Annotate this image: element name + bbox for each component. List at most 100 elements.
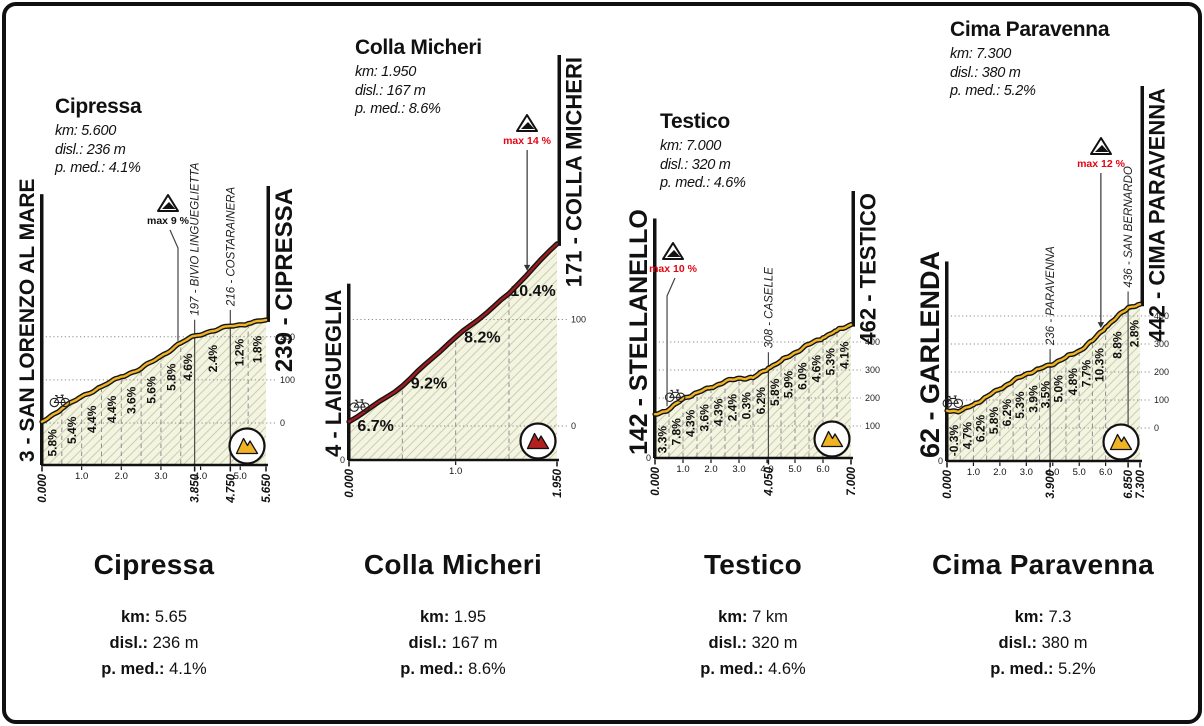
chart-title: Cipressa xyxy=(55,95,142,118)
mountain-circle-icon xyxy=(519,422,557,460)
climb-profile-testico: 100 200 300 400 308 - CASELLE 1.0 2.0 3.0 4.0 5.0… xyxy=(625,191,881,497)
marker-label: 436 - SAN BERNARDO xyxy=(1123,166,1135,287)
origin-zero-label: 0 xyxy=(938,456,943,466)
gradient-label: 6.2% xyxy=(974,414,988,442)
start-label: 4 - LAIGUEGLIA xyxy=(321,289,346,457)
x-tick-label: 1.0 xyxy=(449,466,462,477)
x-boundary-label: 0.000 xyxy=(37,473,49,502)
chart-title: Colla Micheri xyxy=(355,36,482,59)
summary-pmed-row: p. med.: 8.6% xyxy=(400,660,506,678)
chart-km-line: km: 5.600 xyxy=(55,123,116,139)
gradient-label: 2.4% xyxy=(206,345,220,373)
y-tick-label: 0 xyxy=(280,418,285,428)
chart-header-cipressa: Cipressa km: 5.600 disl.: 236 m p. med.:… xyxy=(55,95,142,178)
chart-title: Cima Paravenna xyxy=(950,18,1110,41)
gradient-label: 4.4% xyxy=(105,395,119,423)
summit-bar xyxy=(1140,86,1144,307)
x-boundary-label: 4.750 xyxy=(225,473,237,503)
x-tick-label: 3.0 xyxy=(732,464,745,475)
chart-pmed-line: p. med.: 8.6% xyxy=(355,101,441,117)
gradient-label: 4.1% xyxy=(838,341,852,369)
x-boundary-label: 0.000 xyxy=(344,468,356,497)
climb-summary-colla-micheri: Colla Micheri km: 1.95 disl.: 167 m p. m… xyxy=(323,549,583,682)
x-tick-label: 2.0 xyxy=(115,471,128,482)
x-boundary-label: 0.000 xyxy=(650,466,662,495)
summit-bar xyxy=(851,191,855,327)
origin-zero-label: 0 xyxy=(340,455,345,465)
x-tick-label: 4.0 xyxy=(1046,467,1059,478)
gradient-label: 3.9% xyxy=(1026,385,1040,413)
start-bar xyxy=(40,194,44,465)
x-tick-label: 3.0 xyxy=(154,471,167,482)
climb-summary-testico: Testico km: 7 km disl.: 320 m p. med.: 4… xyxy=(623,549,883,682)
chart-header-testico: Testico km: 7.000 disl.: 320 m p. med.: … xyxy=(660,110,746,193)
summary-disl-row: disl.: 236 m xyxy=(109,634,199,652)
origin-zero-label: 0 xyxy=(646,453,651,463)
chart-km-line: km: 7.300 xyxy=(950,46,1011,62)
bicycle-icon xyxy=(664,389,686,403)
summit-label: 462 - TESTICO xyxy=(856,193,881,345)
gradient-label: 2.8% xyxy=(1128,320,1142,348)
summary-title: Cima Paravenna xyxy=(931,549,1155,580)
gradient-label: 5.6% xyxy=(145,376,159,404)
marker-label: 197 - BIVIO LINGUEGLIETTA xyxy=(190,162,202,315)
gradient-label: 4.3% xyxy=(712,398,726,426)
gradient-label: 5.8% xyxy=(768,378,782,406)
summit-label: 442 - CIMA PARAVENNA xyxy=(1145,88,1170,342)
max-gradient-marker: max 14 % xyxy=(503,114,552,271)
peak-triangle-icon xyxy=(516,114,538,132)
mountain-circle-icon xyxy=(228,427,266,465)
summary-km-row: km: 1.95 xyxy=(419,608,487,626)
y-tick-label: 300 xyxy=(865,365,880,375)
gradient-label: 4.7% xyxy=(960,422,974,450)
peak-triangle-icon xyxy=(662,242,684,260)
gradient-label: 6.7% xyxy=(357,418,393,435)
x-tick-label: 5.0 xyxy=(1073,467,1086,478)
gradient-label: 4.6% xyxy=(810,355,824,383)
climb-profile-cipressa: 0 100 200 197 - BIVIO LINGUEGLIETTA 216 - CO… xyxy=(16,162,298,504)
gradient-label: 10.4% xyxy=(510,283,555,300)
start-label: 142 - STELLANELLO xyxy=(625,209,653,455)
gradient-label: 10.3% xyxy=(1093,348,1107,382)
profile-line xyxy=(653,323,853,416)
y-tick-label: 200 xyxy=(1154,367,1169,377)
x-boundary-label: 0.000 xyxy=(942,469,954,498)
gradient-label: 5.4% xyxy=(65,416,79,444)
x-tick-label: 6.0 xyxy=(1099,467,1112,478)
start-label: 3 - SAN LORENZO AL MARE xyxy=(16,178,39,462)
gradient-label: 4.8% xyxy=(1066,368,1080,396)
chart-pmed-line: p. med.: 5.2% xyxy=(950,83,1036,99)
y-tick-label: 100 xyxy=(280,375,295,385)
x-tick-label: 1.0 xyxy=(967,467,980,478)
chart-disl-line: disl.: 380 m xyxy=(950,64,1021,81)
marker-label: 308 - CASELLE xyxy=(763,267,775,349)
y-tick-label: 0 xyxy=(1154,423,1159,433)
x-tick-label: 6.0 xyxy=(816,464,829,475)
peak-triangle-icon xyxy=(1090,137,1112,155)
gradient-label: 5.8% xyxy=(987,407,1001,435)
x-boundary-label: 3.850 xyxy=(190,473,202,502)
summary-pmed-row: p. med.: 4.6% xyxy=(700,660,806,678)
summary-pmed-row: p. med.: 4.1% xyxy=(101,660,207,678)
summary-km-row: km: 7.3 xyxy=(1014,608,1072,626)
summary-disl-row: disl.: 320 m xyxy=(708,634,798,652)
gradient-label: 3.5% xyxy=(1038,381,1052,409)
y-tick-label: 400 xyxy=(1154,311,1169,321)
x-tick-label: 5.0 xyxy=(234,471,247,482)
bicycle-icon xyxy=(349,399,370,412)
profile-line xyxy=(347,242,559,423)
chart-disl-line: disl.: 167 m xyxy=(355,82,426,99)
max-gradient-marker: max 12 % xyxy=(1077,137,1126,329)
chart-title: Testico xyxy=(660,110,730,133)
y-tick-label: 200 xyxy=(280,332,295,342)
start-bar xyxy=(347,283,351,460)
x-tick-label: 4.0 xyxy=(194,471,207,482)
x-tick-label: 1.0 xyxy=(75,471,88,482)
gradient-label: 6.2% xyxy=(754,387,768,415)
chart-header-colla-micheri: Colla Micheri km: 1.950 disl.: 167 m p. … xyxy=(355,36,482,119)
summary-disl-row: disl.: 167 m xyxy=(408,634,498,652)
chart-km-line: km: 7.000 xyxy=(660,138,721,154)
profile-line xyxy=(945,303,1142,414)
gradient-label: 4.4% xyxy=(85,405,99,433)
